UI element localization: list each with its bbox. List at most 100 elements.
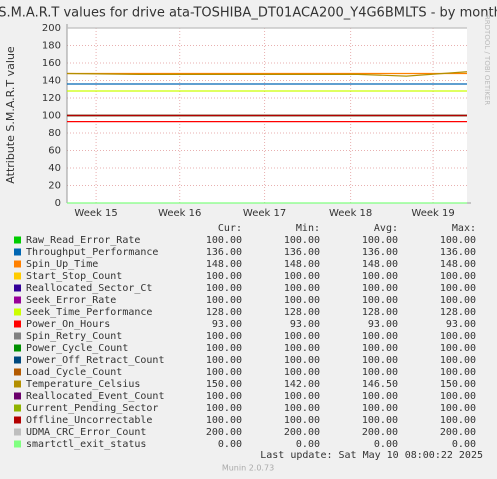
legend-stat: 142.00 <box>284 379 320 390</box>
legend-stat: 100.00 <box>284 331 320 342</box>
y-tick-label: 60 <box>48 146 61 157</box>
legend-entry: Power_Off_Retract_Count <box>26 355 164 366</box>
legend-stat: 100.00 <box>440 271 476 282</box>
legend-swatch <box>14 380 21 388</box>
legend-entry: Reallocated_Event_Count <box>26 391 164 402</box>
legend-stat: 93.00 <box>212 319 242 330</box>
legend-swatch <box>14 428 21 436</box>
footer: Munin 2.0.73 <box>222 464 274 473</box>
legend-stat: 100.00 <box>206 391 242 402</box>
legend-stat: 100.00 <box>206 283 242 294</box>
y-tick-label: 0 <box>55 198 61 209</box>
legend-stat: 100.00 <box>284 355 320 366</box>
legend-entry: Throughput_Performance <box>26 247 158 258</box>
legend-swatch <box>14 344 21 352</box>
legend-stat: 100.00 <box>284 343 320 354</box>
legend-swatch <box>14 320 21 328</box>
legend-swatch <box>14 296 21 304</box>
legend-entry: Spin_Up_Time <box>26 259 98 270</box>
legend-stat: 100.00 <box>440 355 476 366</box>
legend-stat: 146.50 <box>362 379 398 390</box>
y-tick-label: 120 <box>42 93 61 104</box>
legend-stat: 100.00 <box>284 415 320 426</box>
legend-entry: Seek_Error_Rate <box>26 295 116 306</box>
legend-stat: 100.00 <box>206 331 242 342</box>
legend-stat: 100.00 <box>206 295 242 306</box>
legend-entry: Reallocated_Sector_Ct <box>26 283 152 294</box>
legend-swatch <box>14 248 21 256</box>
legend-entry: UDMA_CRC_Error_Count <box>26 427 146 438</box>
legend-stat: 93.00 <box>446 319 476 330</box>
legend-swatch <box>14 392 21 400</box>
legend-stat: 100.00 <box>284 283 320 294</box>
legend-swatch <box>14 260 21 268</box>
legend-stat: 100.00 <box>362 235 398 246</box>
y-tick-label: 140 <box>42 76 61 87</box>
legend-stat: 136.00 <box>206 247 242 258</box>
watermark: RRDTOOL / TOBI OETIKER <box>483 15 491 105</box>
legend-swatch <box>14 332 21 340</box>
legend-stat: 100.00 <box>284 391 320 402</box>
legend-stat: 128.00 <box>362 307 398 318</box>
x-tick-label: Week 16 <box>158 208 201 219</box>
legend-stat: 148.00 <box>362 259 398 270</box>
legend-swatch <box>14 440 21 448</box>
legend-stat: 136.00 <box>440 247 476 258</box>
legend-stat: 100.00 <box>362 367 398 378</box>
legend-swatch <box>14 368 21 376</box>
x-tick-label: Week 15 <box>74 208 117 219</box>
y-tick-label: 180 <box>42 41 61 52</box>
x-tick-label: Week 18 <box>329 208 372 219</box>
y-tick-label: 160 <box>42 58 61 69</box>
legend-entry: Spin_Retry_Count <box>26 331 122 342</box>
legend-stat: 100.00 <box>206 235 242 246</box>
legend-stat: 100.00 <box>362 295 398 306</box>
legend-entry: Seek_Time_Performance <box>26 307 152 318</box>
y-axis-label: Attribute S.M.A.R.T value <box>4 46 17 184</box>
legend-swatch <box>14 236 21 244</box>
legend-header: Cur: <box>218 223 242 234</box>
legend-stat: 100.00 <box>440 391 476 402</box>
legend-stat: 200.00 <box>206 427 242 438</box>
legend-stat: 100.00 <box>362 271 398 282</box>
legend-entry: smartctl_exit_status <box>26 439 146 450</box>
x-tick-label: Week 19 <box>411 208 454 219</box>
legend-stat: 100.00 <box>284 403 320 414</box>
legend-stat: 93.00 <box>368 319 398 330</box>
y-tick-label: 200 <box>42 23 61 34</box>
legend-entry: Load_Cycle_Count <box>26 367 122 378</box>
x-tick-label: Week 17 <box>243 208 286 219</box>
legend-swatch <box>14 308 21 316</box>
legend-swatch <box>14 356 21 364</box>
legend-stat: 100.00 <box>440 367 476 378</box>
legend-stat: 0.00 <box>218 439 242 450</box>
legend-stat: 0.00 <box>374 439 398 450</box>
legend-stat: 100.00 <box>440 331 476 342</box>
legend-entry: Start_Stop_Count <box>26 271 122 282</box>
legend-stat: 150.00 <box>440 379 476 390</box>
legend-stat: 100.00 <box>362 283 398 294</box>
y-tick-label: 40 <box>48 163 61 174</box>
legend-stat: 148.00 <box>284 259 320 270</box>
legend-stat: 200.00 <box>440 427 476 438</box>
legend-swatch <box>14 416 21 424</box>
legend-entry: Current_Pending_Sector <box>26 403 158 414</box>
legend-stat: 128.00 <box>206 307 242 318</box>
legend-stat: 100.00 <box>284 235 320 246</box>
legend-stat: 100.00 <box>362 355 398 366</box>
legend-stat: 200.00 <box>362 427 398 438</box>
legend-stat: 136.00 <box>284 247 320 258</box>
legend-header: Max: <box>452 223 476 234</box>
legend-entry: Temperature_Celsius <box>26 379 140 390</box>
legend-stat: 0.00 <box>296 439 320 450</box>
legend-stat: 100.00 <box>440 343 476 354</box>
legend-stat: 100.00 <box>284 367 320 378</box>
legend-stat: 100.00 <box>362 415 398 426</box>
legend-stat: 100.00 <box>440 283 476 294</box>
legend-stat: 100.00 <box>440 403 476 414</box>
legend-swatch <box>14 284 21 292</box>
legend-entry: Power_Cycle_Count <box>26 343 128 354</box>
chart-title: S.M.A.R.T values for drive ata-TOSHIBA_D… <box>0 6 497 21</box>
legend-stat: 100.00 <box>362 343 398 354</box>
legend-stat: 100.00 <box>206 355 242 366</box>
